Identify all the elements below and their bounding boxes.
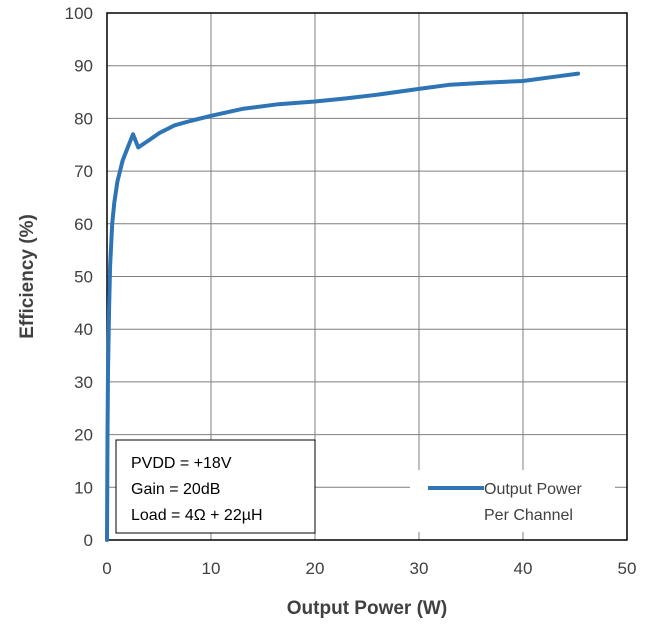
y-tick-label-80: 80	[74, 109, 93, 128]
y-tick-label-90: 90	[74, 57, 93, 76]
y-tick-label-50: 50	[74, 268, 93, 287]
annotation-load: Load = 4Ω + 22µH	[131, 507, 263, 524]
y-tick-label-20: 20	[74, 426, 93, 445]
plot-area-frame	[106, 12, 628, 541]
annotation-box	[115, 439, 316, 534]
x-axis-ticks: 0 10 20 30 40 50	[102, 559, 636, 578]
x-tick-label-30: 30	[410, 559, 429, 578]
x-tick-label-40: 40	[514, 559, 533, 578]
y-tick-label-30: 30	[74, 373, 93, 392]
x-tick-label-20: 20	[306, 559, 325, 578]
x-tick-label-0: 0	[102, 559, 111, 578]
y-tick-label-100: 100	[65, 4, 93, 23]
legend: Output Power Per Channel	[410, 470, 615, 532]
conditions-annotation: PVDD = +18V Gain = 20dB Load = 4Ω + 22µH	[115, 439, 316, 534]
y-tick-label-70: 70	[74, 162, 93, 181]
y-tick-label-40: 40	[74, 320, 93, 339]
y-axis-title: Efficiency (%)	[17, 214, 38, 339]
y-tick-label-10: 10	[74, 478, 93, 497]
annotation-pvdd: PVDD = +18V	[131, 455, 232, 472]
annotation-gain: Gain = 20dB	[131, 481, 220, 498]
series-line-efficiency	[105, 71, 581, 542]
legend-background	[410, 470, 615, 532]
x-tick-label-10: 10	[202, 559, 221, 578]
legend-label-line1: Output Power	[484, 481, 583, 498]
x-tick-label-50: 50	[618, 559, 637, 578]
legend-label-line2: Per Channel	[484, 507, 573, 524]
y-tick-label-0: 0	[84, 531, 93, 550]
y-axis-ticks: 0 10 20 30 40 50 60 70 80 90 100	[65, 4, 93, 550]
y-tick-label-60: 60	[74, 215, 93, 234]
x-axis-title: Output Power (W)	[287, 598, 447, 619]
